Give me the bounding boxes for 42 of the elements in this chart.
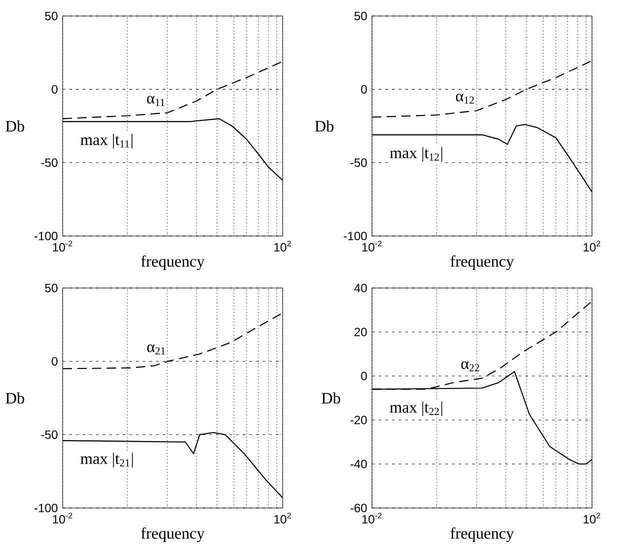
x-axis-title: frequency xyxy=(141,255,205,270)
series-label: max |t$_{22}$| xyxy=(390,401,442,416)
y-axis-title: Db xyxy=(322,392,340,404)
y-tick-label: 0 xyxy=(361,372,367,380)
y-tick-label: -50 xyxy=(41,158,58,167)
x-tick-label: 10$^{2}$ xyxy=(584,240,600,252)
series-label: max |t$_{21}$| xyxy=(80,452,133,468)
x-tick-label: 10$^{-2}$ xyxy=(362,512,382,524)
x-tick-label: 10$^{-2}$ xyxy=(53,512,72,524)
x-tick-label: 10$^{-2}$ xyxy=(362,240,382,252)
x-tick-label: 10$^{-2}$ xyxy=(53,240,72,252)
y-tick-label: -100 xyxy=(34,232,58,240)
x-axis-title: frequency xyxy=(450,527,514,542)
x-tick-label: 10$^{2}$ xyxy=(274,512,291,524)
y-tick-label: 0 xyxy=(52,357,58,366)
series-label: α$_{12}$ xyxy=(456,94,474,104)
y-tick-label: -100 xyxy=(344,232,367,240)
series-label: max |t$_{12}$| xyxy=(390,147,442,162)
series-label: α$_{11}$ xyxy=(147,96,164,106)
series-label: α$_{22}$ xyxy=(461,361,480,372)
y-tick-label: 50 xyxy=(45,284,58,292)
y-tick-label: 50 xyxy=(45,12,58,20)
y-axis-title: Db xyxy=(6,392,24,404)
y-tick-label: 40 xyxy=(354,284,367,292)
y-tick-label: -20 xyxy=(350,416,367,424)
x-tick-label: 10$^{2}$ xyxy=(584,512,600,524)
y-tick-label: 0 xyxy=(52,85,58,94)
x-axis-title: frequency xyxy=(141,527,205,542)
y-axis-title: Db xyxy=(6,120,24,132)
series-label: α$_{21}$ xyxy=(147,344,166,354)
x-tick-label: 10$^{2}$ xyxy=(274,240,291,252)
y-tick-label: -100 xyxy=(34,504,58,512)
y-axis-title: Db xyxy=(315,120,334,132)
y-tick-label: 20 xyxy=(354,328,367,336)
y-tick-label: -50 xyxy=(350,158,367,167)
y-tick-label: 50 xyxy=(354,12,367,20)
y-tick-label: -50 xyxy=(41,430,58,439)
y-tick-label: 0 xyxy=(361,85,367,94)
y-tick-label: -40 xyxy=(350,460,367,468)
x-axis-title: frequency xyxy=(450,255,514,270)
y-tick-label: -60 xyxy=(350,504,367,512)
series-label: max |t$_{11}$| xyxy=(80,134,132,148)
